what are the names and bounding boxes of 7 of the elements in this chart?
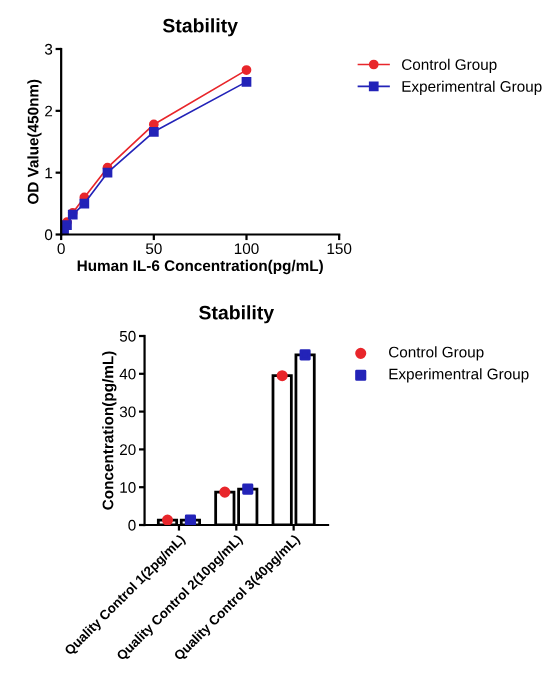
chart-title: Stability — [199, 305, 275, 324]
point — [241, 65, 252, 75]
point — [102, 167, 113, 178]
chart-title: Stability — [162, 18, 238, 37]
point — [241, 76, 252, 87]
point — [148, 126, 159, 137]
point — [79, 198, 90, 209]
